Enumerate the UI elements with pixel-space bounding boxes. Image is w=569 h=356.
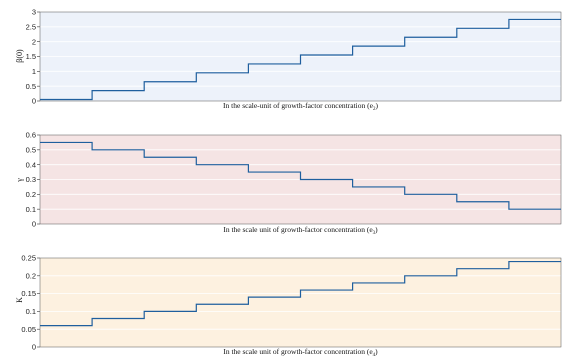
x-axis-label-end: ) xyxy=(375,347,378,356)
x-axis-label-main: In the scale-unit of growth-factor conce… xyxy=(223,101,374,110)
y-tick-label: 0.2 xyxy=(26,190,36,199)
y-tick-label: 2.5 xyxy=(26,22,36,31)
x-axis-label: In the scale unit of growth-factor conce… xyxy=(223,347,378,356)
x-axis-label-main: In the scale unit of growth-factor conce… xyxy=(223,347,373,356)
x-axis-label: In the scale-unit of growth-factor conce… xyxy=(223,101,378,112)
y-tick-label: 0.05 xyxy=(21,325,36,334)
step-series-line xyxy=(40,260,561,327)
y-tick-label: 2 xyxy=(32,37,36,46)
y-axis-label: K xyxy=(15,297,24,303)
y-tick-label: 0.5 xyxy=(26,82,36,91)
x-axis-label-subscript: 3 xyxy=(373,231,376,236)
step-series-line xyxy=(40,18,561,101)
y-tick-label: 0.3 xyxy=(26,175,36,184)
x-axis-label: In the scale unit of growth-factor conce… xyxy=(223,225,378,236)
step-series-line xyxy=(40,141,561,210)
y-tick-label: 0.4 xyxy=(26,160,36,169)
y-axis-label: β(0) xyxy=(15,49,24,63)
plot-background xyxy=(40,258,561,347)
x-axis-label-subscript: 2 xyxy=(373,107,376,112)
y-tick-label: 0 xyxy=(32,97,36,106)
plot-frame xyxy=(39,134,562,225)
y-tick-label: 0.15 xyxy=(21,289,36,298)
y-tick-label: 0.1 xyxy=(26,307,36,316)
chart-panel-1: 0 0.5 1 1.5 2 2.5 3 β(0) In the scale-unit of gr… xyxy=(15,8,562,112)
y-tick-label: 1 xyxy=(32,67,36,76)
y-tick-label: 0 xyxy=(32,343,36,352)
y-tick-label: 0 xyxy=(32,220,36,229)
x-axis-label-end: ) xyxy=(375,225,378,234)
x-axis-label-end: ) xyxy=(375,101,378,110)
plot-frame xyxy=(39,11,562,102)
y-tick-label: 0.1 xyxy=(26,205,36,214)
y-tick-label: 0.6 xyxy=(26,131,36,140)
y-tick-label: 0.5 xyxy=(26,145,36,154)
x-axis-label-main: In the scale unit of growth-factor conce… xyxy=(223,225,373,234)
y-tick-label: 0.2 xyxy=(26,271,36,280)
y-tick-label: 1.5 xyxy=(26,52,36,61)
y-axis-label: γ xyxy=(15,178,24,183)
chart-panel-3: 0 0.05 0.1 0.15 0.2 0.25 K In the scale unit of… xyxy=(15,254,562,356)
y-tick-label: 3 xyxy=(32,8,36,17)
plot-frame xyxy=(39,257,562,348)
x-axis-label-subscript: 4 xyxy=(373,353,376,356)
y-tick-label: 0.25 xyxy=(21,254,36,263)
chart-panel-2: 0 0.1 0.2 0.3 0.4 0.5 0.6 γ In the scale unit of… xyxy=(15,131,562,236)
